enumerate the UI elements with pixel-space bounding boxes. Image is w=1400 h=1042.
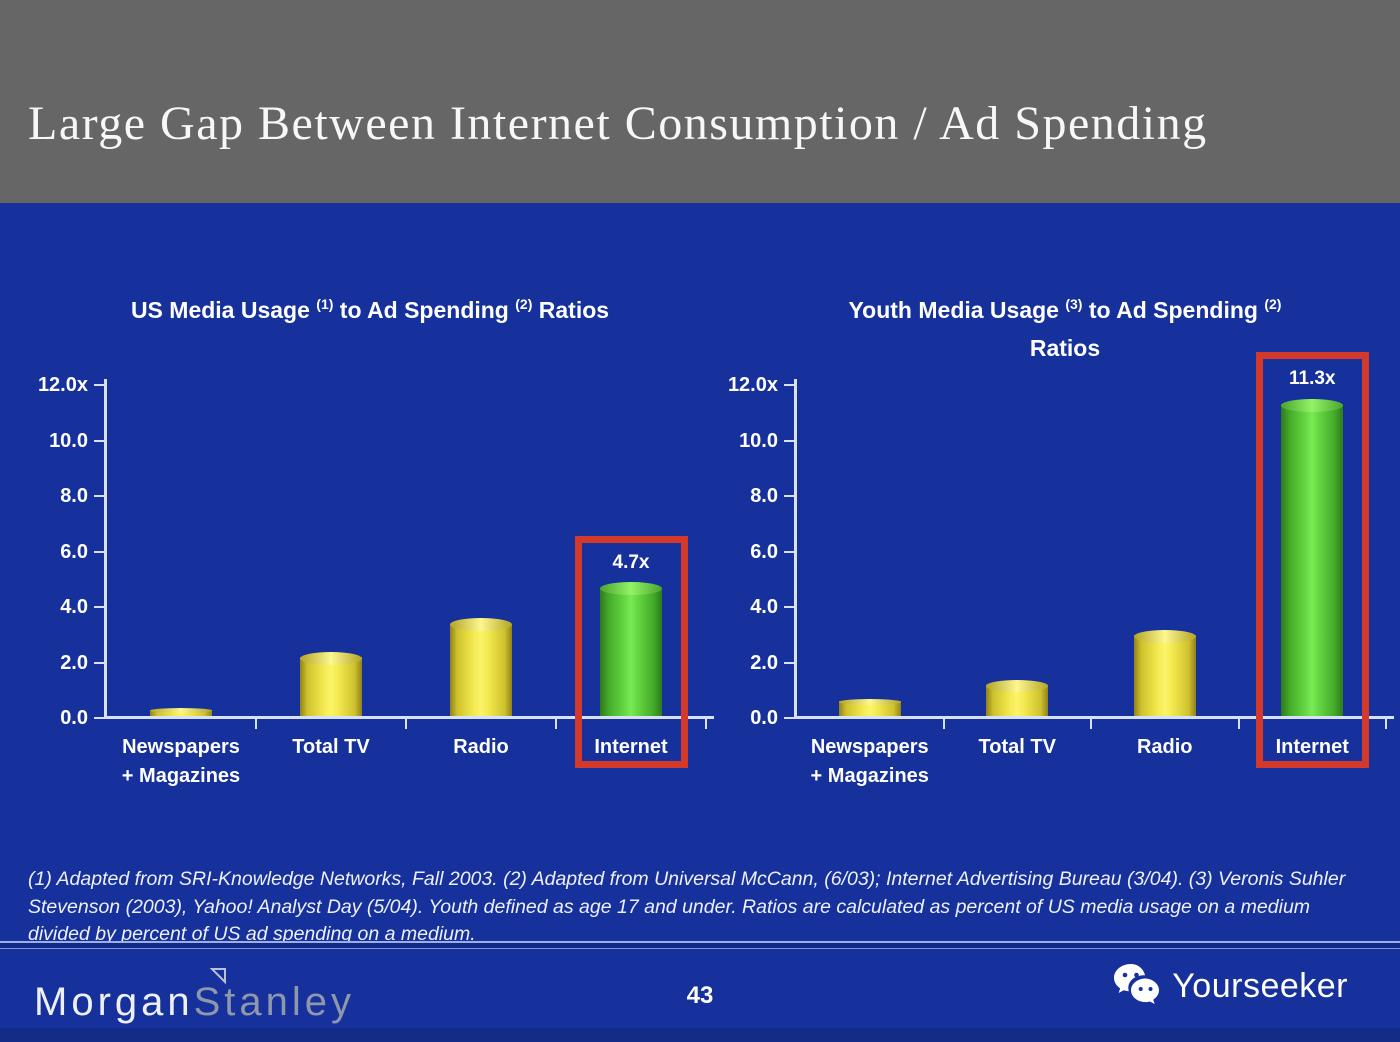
y-tick-mark xyxy=(784,550,796,553)
category-label: Radio xyxy=(453,736,509,758)
title-text: Ratios xyxy=(532,297,610,323)
bar-internet xyxy=(600,582,662,718)
y-tick-mark xyxy=(94,495,106,497)
title-text: to Ad Spending xyxy=(333,297,516,323)
x-tick-mark xyxy=(942,718,945,729)
y-tick-label: 6.0 xyxy=(60,540,88,563)
bar-newspapers-magazines xyxy=(150,707,212,718)
category-label: Total TV xyxy=(978,736,1056,758)
y-tick-label: 6.0 xyxy=(750,540,778,563)
x-tick-mark xyxy=(1090,718,1092,729)
footnote: (1) Adapted from SRI-Knowledge Networks,… xyxy=(28,868,1346,946)
slide-header: Large Gap Between Internet Consumption /… xyxy=(0,0,1400,203)
y-tick-label: 12.0x xyxy=(37,374,88,396)
bar-internet xyxy=(1281,399,1344,718)
brand-stanley: Stanley xyxy=(193,980,356,1024)
bar-top-cap xyxy=(450,618,512,632)
category-label: Total TV xyxy=(292,736,370,758)
y-tick-mark xyxy=(784,717,796,719)
category-label: Internet xyxy=(1275,736,1349,758)
title-superscript: (1) xyxy=(316,296,334,312)
highlight-box xyxy=(575,535,688,768)
y-tick-mark xyxy=(94,384,106,386)
x-tick-mark xyxy=(1385,718,1387,729)
bar-top-cap xyxy=(150,707,212,713)
x-tick-mark xyxy=(705,718,707,729)
x-tick-mark xyxy=(1237,718,1240,729)
y-tick-mark xyxy=(784,495,796,497)
highlight-box xyxy=(1256,352,1370,768)
title-text: Ratios xyxy=(1029,335,1101,361)
bar-top-cap xyxy=(838,699,901,705)
x-tick-mark xyxy=(255,718,257,729)
category-label: Internet xyxy=(594,736,668,758)
category-label: Radio xyxy=(1136,736,1193,758)
bar-radio xyxy=(1133,629,1196,718)
title-superscript: (2) xyxy=(1264,296,1282,312)
title-superscript: (2) xyxy=(515,296,533,312)
slide-title: Large Gap Between Internet Consumption /… xyxy=(28,97,1208,150)
bar-newspapers-magazines xyxy=(838,699,901,718)
separator-line xyxy=(0,941,1400,949)
y-tick-label: 8.0 xyxy=(750,485,778,507)
bar-value-label: 4.7x xyxy=(612,551,650,573)
bottom-strip xyxy=(0,1028,1400,1042)
x-axis-line xyxy=(106,716,714,719)
yourseeker-watermark: Yourseeker xyxy=(1112,962,1348,1010)
x-tick-mark xyxy=(555,718,557,729)
y-tick-label: 4.0 xyxy=(60,596,88,618)
plot-area: 12.0x 10.0 8.0 6.0 4.0 2.0 0.0 Newspapers + Maga… xyxy=(728,352,1394,787)
y-tick-label: 10.0 xyxy=(49,429,88,452)
y-tick-label: 4.0 xyxy=(750,596,778,618)
x-axis-line xyxy=(796,716,1394,719)
y-tick-label: 10.0 xyxy=(739,429,778,452)
title-text: US Media Usage xyxy=(130,297,317,323)
y-tick-mark xyxy=(784,606,796,608)
title-text: Youth Media Usage xyxy=(848,297,1066,323)
y-tick-mark xyxy=(94,661,106,664)
page-number: 43 xyxy=(686,982,714,1009)
y-tick-mark xyxy=(784,661,796,664)
morgan-stanley-logo: MorganStanley xyxy=(34,968,356,1025)
y-axis-line xyxy=(104,379,107,718)
category-label: Newspapers + Magazines xyxy=(810,736,929,787)
plot-area: 12.0x 10.0 8.0 6.0 4.0 2.0 0.0 Newspapers + Maga… xyxy=(38,374,714,787)
y-tick-mark xyxy=(784,384,796,386)
y-tick-label: 12.0x xyxy=(727,374,778,396)
y-tick-label: 8.0 xyxy=(60,485,88,507)
chart-title: Youth Media Usage (3) to Ad Spending (2)… xyxy=(770,293,1360,366)
title-text: to Ad Spending xyxy=(1082,297,1265,323)
bar-top-cap xyxy=(1133,629,1196,643)
y-tick-label: 0.0 xyxy=(750,707,778,729)
bar-total-tv xyxy=(300,651,362,718)
bar-top-cap xyxy=(986,680,1049,692)
bar-value-label: 11.3x xyxy=(1289,368,1336,390)
title-superscript: (3) xyxy=(1065,296,1083,312)
y-tick-label: 0.0 xyxy=(60,707,88,729)
brand-morgan: Morgan xyxy=(34,980,194,1024)
y-axis-line xyxy=(794,379,797,718)
bar-top-cap xyxy=(300,651,362,665)
bar-top-cap xyxy=(600,582,662,596)
category-label: Newspapers + Magazines xyxy=(121,736,241,787)
y-tick-mark xyxy=(94,717,106,719)
bar-radio xyxy=(450,618,512,718)
y-tick-label: 2.0 xyxy=(60,651,88,674)
triangle-logo-icon xyxy=(210,968,226,985)
y-tick-mark xyxy=(94,550,106,553)
bar-total-tv xyxy=(986,680,1049,718)
watermark-label: Yourseeker xyxy=(1172,966,1348,1005)
y-tick-mark xyxy=(94,606,106,608)
chart-title: US Media Usage (1) to Ad Spending (2) Ra… xyxy=(75,293,665,331)
x-tick-mark xyxy=(405,718,407,729)
y-tick-mark xyxy=(94,439,106,442)
y-tick-label: 2.0 xyxy=(750,651,778,674)
bar-top-cap xyxy=(1281,399,1344,413)
wechat-icon xyxy=(1114,964,1160,1004)
y-tick-mark xyxy=(784,439,796,442)
